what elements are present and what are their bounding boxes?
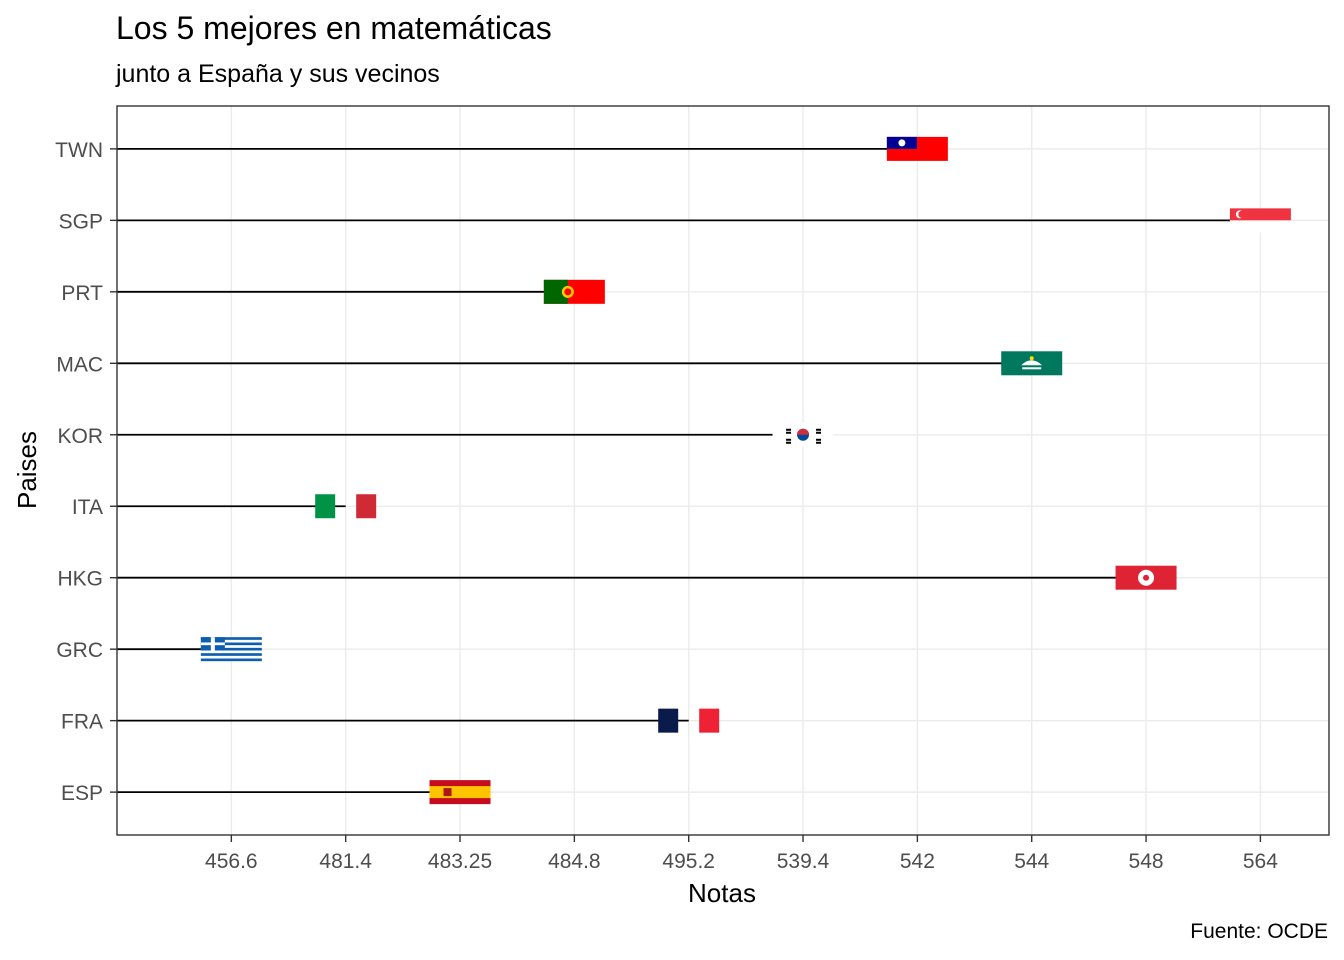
y-tick-label: ITA [72, 496, 103, 519]
taiwan-flag [886, 136, 948, 161]
panel-border [116, 105, 1330, 836]
chart-caption: Fuente: OCDE [1190, 920, 1328, 943]
x-tick-label: 456.6 [205, 850, 258, 873]
chart-subtitle: junto a España y sus vecinos [116, 60, 440, 88]
singapore-flag [1229, 208, 1291, 233]
x-tick-label: 542 [900, 850, 935, 873]
x-tick-label: 495.2 [662, 850, 715, 873]
x-tick-label: 564 [1243, 850, 1278, 873]
y-tick-label: MAC [56, 353, 103, 376]
chart-title: Los 5 mejores en matemáticas [116, 10, 552, 46]
spain-flag [429, 780, 491, 805]
y-tick-label: FRA [61, 711, 103, 734]
x-tick-label: 544 [1014, 850, 1049, 873]
y-tick-label: SGP [59, 210, 103, 233]
y-tick-label: PRT [61, 282, 103, 305]
y-tick-label: GRC [56, 639, 103, 662]
x-tick-label: 483.25 [428, 850, 492, 873]
france-flag [658, 708, 720, 733]
x-tick-label: 539.4 [777, 850, 830, 873]
greece-flag [200, 637, 262, 662]
flag-markers [200, 136, 1291, 805]
macau-flag [1001, 351, 1063, 376]
x-tick-label: 548 [1129, 850, 1164, 873]
x-tick-label: 481.4 [319, 850, 372, 873]
portugal-flag [543, 279, 605, 304]
y-tick-label: ESP [61, 782, 103, 805]
y-tick-label: KOR [57, 425, 103, 448]
x-axis-title: Notas [688, 878, 756, 908]
hong-kong-flag [1115, 565, 1177, 590]
italy-flag [315, 494, 377, 519]
y-tick-label: TWN [55, 139, 103, 162]
panel-background [117, 106, 1329, 835]
y-axis-title: Paises [12, 431, 42, 509]
axes: 456.6 481.4 483.25 484.8 495.2 539.4 542 544 548… [55, 139, 1278, 873]
x-tick-label: 484.8 [548, 850, 601, 873]
south-korea-flag [772, 422, 834, 447]
y-tick-label: HKG [57, 568, 103, 591]
